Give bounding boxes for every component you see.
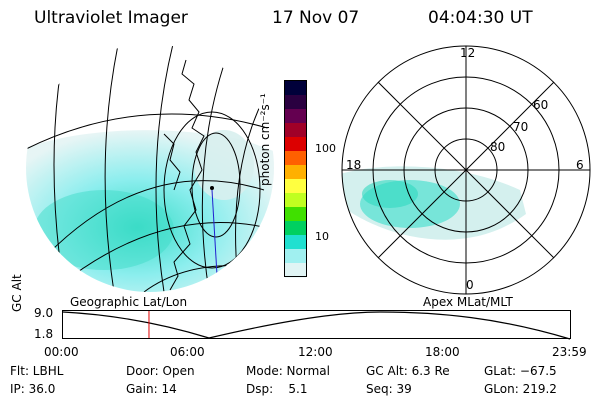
colorbar-stripe xyxy=(285,109,306,124)
left-panel-caption: Geographic Lat/Lon xyxy=(70,295,188,309)
colorbar-stripe xyxy=(285,151,306,166)
mlt-label-0: 0 xyxy=(466,278,474,292)
gc-alt-label: GC Alt: 6.3 Re xyxy=(366,364,450,378)
glat-label: GLat: −67.5 xyxy=(484,364,557,378)
colorbar xyxy=(284,80,307,278)
altitude-xtick-1200: 12:00 xyxy=(298,345,333,359)
gain-label: Gain: 14 xyxy=(126,382,177,396)
altitude-plot-ylabel: GC Alt xyxy=(10,274,24,312)
mlt-label-12: 12 xyxy=(460,46,476,60)
colorbar-stripe xyxy=(285,123,306,138)
door-label: Door: Open xyxy=(126,364,195,378)
mlt-label-18: 18 xyxy=(346,158,362,172)
colorbar-stripe xyxy=(285,193,306,208)
subsatellite-point xyxy=(210,186,214,190)
glon-label: GLon: 219.2 xyxy=(484,382,557,396)
date-label: 17 Nov 07 xyxy=(272,8,360,28)
mode-label: Mode: Normal xyxy=(246,364,330,378)
colorbar-stripe xyxy=(285,165,306,180)
geographic-image-panel xyxy=(26,44,274,292)
mlat-label-70: 70 xyxy=(513,120,529,134)
colorbar-tick-10: 10 xyxy=(315,230,329,243)
altitude-xtick-0000: 00:00 xyxy=(44,345,79,359)
filter-label: Flt: LBHL xyxy=(10,364,64,378)
colorbar-stripe xyxy=(285,207,306,222)
mlat-label-80: 80 xyxy=(490,140,506,154)
ip-label: IP: 36.0 xyxy=(10,382,56,396)
mlt-label-6: 6 xyxy=(576,158,584,172)
altitude-xtick-2359: 23:59 xyxy=(552,345,587,359)
dsp-label: Dsp: 5.1 xyxy=(246,382,308,396)
mlat-label-60: 60 xyxy=(533,98,549,112)
altitude-curve xyxy=(62,311,571,340)
right-panel-caption: Apex MLat/MLT xyxy=(423,295,513,309)
colorbar-stripe xyxy=(285,221,306,236)
colorbar-stripe xyxy=(285,137,306,152)
polar-plot xyxy=(341,45,591,295)
time-label: 04:04:30 UT xyxy=(428,8,533,28)
colorbar-stripe xyxy=(285,235,306,250)
altitude-ytick-high: 9.0 xyxy=(34,306,54,320)
seq-label: Seq: 39 xyxy=(366,382,412,396)
altitude-xtick-1800: 18:00 xyxy=(425,345,460,359)
colorbar-tick-100: 100 xyxy=(315,142,336,155)
altitude-xtick-0600: 06:00 xyxy=(170,345,205,359)
coastline xyxy=(169,59,205,291)
colorbar-stripe xyxy=(285,263,306,278)
aurora-emission-core xyxy=(34,190,174,270)
altitude-plot xyxy=(62,310,571,340)
altitude-ytick-low: 1.8 xyxy=(34,327,54,341)
altitude-plot-frame xyxy=(62,310,571,339)
colorbar-unit-label: photon cm⁻²s⁻¹ xyxy=(258,93,272,186)
app-title: Ultraviolet Imager xyxy=(34,8,188,28)
colorbar-stripe xyxy=(285,249,306,264)
colorbar-stripe xyxy=(285,81,306,96)
colorbar-stripe xyxy=(285,95,306,110)
colorbar-stripe xyxy=(285,179,306,194)
